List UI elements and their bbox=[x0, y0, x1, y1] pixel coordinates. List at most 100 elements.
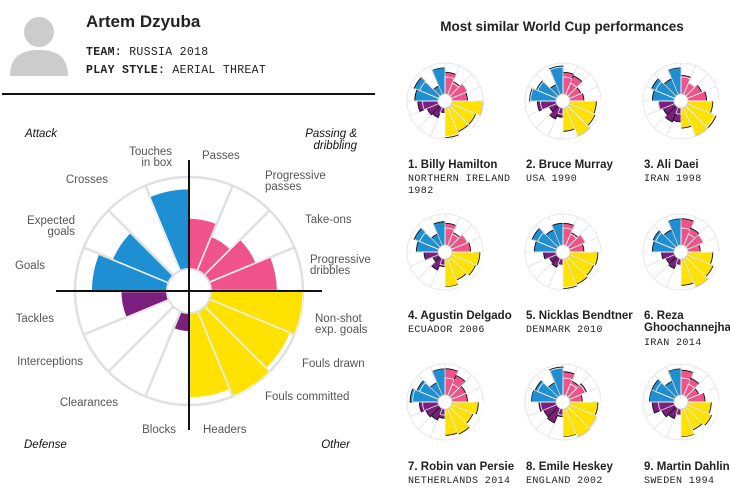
label-fouls-drawn: Fouls drawn bbox=[302, 358, 365, 370]
mini-name-1-billy-hamilton: 1. Billy Hamilton bbox=[408, 159, 497, 171]
label-touches-in-box: Touches in box bbox=[129, 146, 172, 169]
mini-team-2-bruce-murray: USA 1990 bbox=[526, 174, 577, 186]
mini-name-2-bruce-murray: 2. Bruce Murray bbox=[526, 159, 613, 171]
quadrant-defense: Defense bbox=[24, 439, 67, 451]
label-tackles: Tackles bbox=[16, 313, 55, 325]
main-gridline bbox=[107, 305, 175, 373]
mini-name-9-martin-dahlin: 9. Martin Dahlin bbox=[644, 461, 730, 473]
team-key: TEAM: bbox=[86, 46, 123, 59]
label-line: Passes bbox=[202, 150, 240, 162]
label-line: Fouls drawn bbox=[302, 358, 365, 370]
label-progressive-passes: Progressive passes bbox=[265, 170, 326, 193]
mini-center-hole bbox=[437, 394, 453, 410]
label-line: passes bbox=[265, 181, 302, 193]
label-line: Non-shot bbox=[315, 313, 362, 325]
label-line: Tackles bbox=[16, 313, 55, 325]
quadrant-line: dribbling bbox=[314, 140, 358, 152]
label-line: Take-ons bbox=[305, 214, 352, 226]
mini-team-4-agustin-delgado: ECUADOR 2006 bbox=[408, 325, 485, 337]
mini-team-line: NETHERLANDS 2014 bbox=[408, 476, 511, 487]
main-gridline bbox=[144, 310, 182, 397]
mini-team-6-reza-ghoochannejhad: IRAN 2014 bbox=[644, 338, 702, 350]
mini-team-3-ali-daei: IRAN 1998 bbox=[644, 174, 702, 186]
label-line: Blocks bbox=[142, 424, 176, 436]
mini-team-8-emile-heskey: ENGLAND 2002 bbox=[526, 476, 603, 488]
quadrant-line: Passing & bbox=[305, 128, 357, 140]
mini-center-hole bbox=[673, 93, 689, 109]
mini-team-line: SWEDEN 1994 bbox=[644, 476, 715, 487]
label-non-shot-exp-goals: Non-shot exp. goals bbox=[315, 313, 368, 336]
mini-team-line: ECUADOR 2006 bbox=[408, 325, 485, 336]
label-line: exp. goals bbox=[315, 324, 368, 336]
mini-team-line: 1982 bbox=[408, 186, 434, 197]
label-line: in box bbox=[141, 157, 172, 169]
mini-team-9-martin-dahlin: SWEDEN 1994 bbox=[644, 476, 714, 488]
label-line: Progressive bbox=[265, 170, 326, 182]
mini-team-7-robin-van-persie: NETHERLANDS 2014 bbox=[408, 476, 510, 488]
similar-performances-title: Most similar World Cup performances bbox=[440, 19, 684, 34]
mini-name-line: 9. Martin Dahlin bbox=[644, 461, 730, 473]
label-line: Expected bbox=[27, 215, 75, 227]
mini-chart-3-ali-daei bbox=[642, 62, 720, 140]
mini-name-line: 2. Bruce Murray bbox=[526, 159, 613, 171]
mini-chart-6-reza-ghoochannejhad bbox=[642, 213, 720, 291]
mini-team-5-nicklas-bendtner: DENMARK 2010 bbox=[526, 325, 603, 337]
mini-team-line: DENMARK 2010 bbox=[526, 325, 603, 336]
mini-name-line: 6. Reza bbox=[644, 310, 684, 322]
mini-chart-1-billy-hamilton bbox=[406, 62, 484, 140]
player-avatar bbox=[10, 17, 68, 76]
label-line: Crosses bbox=[66, 174, 108, 186]
mini-name-line: 3. Ali Daei bbox=[644, 159, 699, 171]
mini-chart-2-bruce-murray bbox=[524, 62, 602, 140]
mini-chart-8-emile-heskey bbox=[524, 363, 602, 441]
label-line: goals bbox=[48, 226, 76, 238]
label-crosses: Crosses bbox=[66, 174, 108, 186]
mini-name-3-ali-daei: 3. Ali Daei bbox=[644, 159, 699, 171]
mini-name-8-emile-heskey: 8. Emile Heskey bbox=[526, 461, 613, 473]
label-line: Touches bbox=[129, 146, 172, 158]
label-line: Headers bbox=[203, 424, 247, 436]
mini-name-4-agustin-delgado: 4. Agustin Delgado bbox=[408, 310, 512, 322]
mini-name-line: 7. Robin van Persie bbox=[408, 461, 515, 473]
mini-center-hole bbox=[555, 244, 571, 260]
mini-name-7-robin-van-persie: 7. Robin van Persie bbox=[408, 461, 514, 473]
mini-center-hole bbox=[555, 93, 571, 109]
player-name: Artem Dzyuba bbox=[86, 12, 201, 31]
mini-center-hole bbox=[437, 244, 453, 260]
mini-chart-5-nicklas-bendtner bbox=[524, 213, 602, 291]
label-line: Fouls committed bbox=[265, 391, 349, 403]
label-line: Goals bbox=[15, 260, 45, 272]
mini-name-line: 4. Agustin Delgado bbox=[408, 310, 512, 322]
mini-team-line: NORTHERN IRELAND bbox=[408, 174, 511, 185]
mini-name-6-reza-ghoochannejhad: 6. Reza Ghoochannejhad bbox=[644, 310, 730, 334]
main-gridline bbox=[107, 209, 175, 277]
quadrant-passing-dribbling: Passing & dribbling bbox=[305, 128, 357, 152]
label-line: Progressive bbox=[310, 254, 371, 266]
mini-team-line: USA 1990 bbox=[526, 174, 578, 185]
label-blocks: Blocks bbox=[142, 424, 176, 436]
mini-chart-9-martin-dahlin bbox=[642, 363, 720, 441]
quadrant-attack: Attack bbox=[24, 128, 58, 140]
play-style-value: AERIAL THREAT bbox=[172, 64, 267, 77]
label-clearances: Clearances bbox=[60, 397, 118, 409]
label-line: Clearances bbox=[60, 397, 118, 409]
header-divider bbox=[2, 93, 375, 95]
mini-team-1-billy-hamilton: NORTHERN IRELAND 1982 bbox=[408, 174, 510, 198]
play-style-key: PLAY STYLE: bbox=[86, 64, 166, 77]
mini-name-line: 8. Emile Heskey bbox=[526, 461, 613, 473]
quadrant-other: Other bbox=[321, 439, 351, 451]
mini-name-line: 1. Billy Hamilton bbox=[408, 159, 498, 171]
mini-name-5-nicklas-bendtner: 5. Nicklas Bendtner bbox=[526, 310, 633, 322]
mini-center-hole bbox=[437, 93, 453, 109]
label-headers: Headers bbox=[203, 424, 247, 436]
team-value: RUSSIA 2018 bbox=[129, 46, 209, 59]
label-passes: Passes bbox=[202, 150, 240, 162]
label-line: Interceptions bbox=[17, 356, 83, 368]
team-line: TEAM: RUSSIA 2018 bbox=[86, 46, 208, 59]
mini-center-hole bbox=[673, 394, 689, 410]
mini-center-hole bbox=[555, 394, 571, 410]
mini-team-line: ENGLAND 2002 bbox=[526, 476, 603, 487]
label-interceptions: Interceptions bbox=[17, 356, 83, 368]
